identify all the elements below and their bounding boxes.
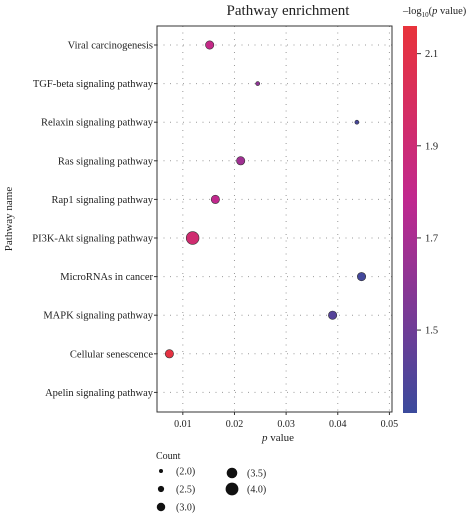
size-legend-label: (3.5) (247, 469, 266, 480)
category-label: TGF-beta signaling pathway (33, 79, 154, 90)
category-label: Viral carcinogenesis (68, 41, 153, 52)
data-point (255, 81, 261, 86)
data-point (357, 272, 367, 282)
size-legend-marker (156, 502, 166, 512)
chart-title: Pathway enrichment (227, 3, 351, 19)
x-tick-label: 0.03 (277, 419, 295, 430)
category-label: Rap1 signaling pathway (52, 195, 154, 206)
size-legend-marker (226, 467, 238, 479)
size-legend-label: (2.5) (176, 485, 195, 496)
category-label: MAPK signaling pathway (43, 311, 153, 322)
category-label: Apelin signaling pathway (45, 388, 154, 399)
category-label: Cellular senescence (70, 349, 153, 360)
data-point (328, 310, 338, 320)
x-tick-label: 0.01 (174, 419, 192, 430)
category-label: Relaxin signaling pathway (41, 118, 154, 129)
size-legend-label: (4.0) (247, 485, 266, 496)
plot-frame (156, 25, 393, 413)
x-tick-label: 0.04 (329, 419, 347, 430)
data-point (164, 349, 174, 359)
colorbar-tick-label: 2.1 (425, 49, 438, 60)
category-label: PI3K-Akt signaling pathway (32, 234, 153, 245)
y-axis-label: Pathway name (3, 187, 15, 252)
size-legend: Count (2.0) (2.5) (3.0) (3.5) (4.0) (156, 451, 266, 513)
colorbar-ticks: 1.5 1.7 1.9 2.1 (417, 49, 438, 337)
colorbar-tick-label: 1.5 (425, 326, 438, 337)
data-point (236, 156, 246, 166)
colorbar-gradient (403, 26, 417, 413)
size-legend-label: (2.0) (176, 467, 195, 478)
size-legend-label: (3.0) (176, 503, 195, 513)
data-point (210, 194, 220, 204)
colorbar: –log10(p value) 1.5 1.7 1.9 2.1 (402, 6, 467, 413)
size-legend-marker (225, 482, 239, 496)
data-point (205, 40, 215, 50)
size-legend-title: Count (156, 451, 181, 462)
x-tick-labels: 0.01 0.02 0.03 0.04 0.05 (174, 412, 398, 430)
data-point (185, 231, 200, 245)
size-legend-marker (159, 469, 163, 473)
x-tick-label: 0.02 (226, 419, 244, 430)
colorbar-tick-label: 1.9 (425, 141, 438, 152)
colorbar-tick-label: 1.7 (425, 233, 438, 244)
size-legend-marker (157, 485, 165, 493)
x-tick-label: 0.05 (381, 419, 399, 430)
category-label: MicroRNAs in cancer (60, 272, 153, 283)
data-points (164, 40, 367, 359)
grid (157, 26, 392, 412)
x-axis-label: p value (261, 432, 294, 444)
data-point (354, 119, 360, 125)
category-label: Ras signaling pathway (58, 156, 154, 167)
category-labels: Viral carcinogenesis TGF-beta signaling p… (32, 41, 157, 399)
colorbar-title: –log10(p value) (402, 6, 467, 19)
